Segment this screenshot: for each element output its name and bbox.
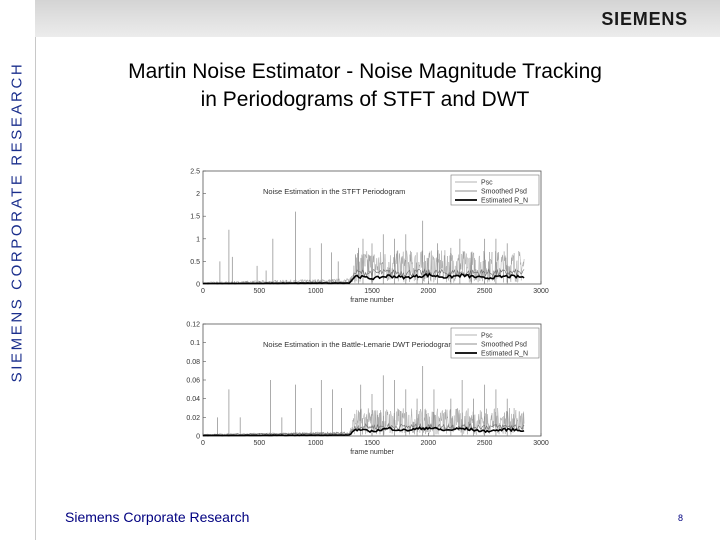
- x-tick-label: 500: [253, 440, 265, 447]
- x-tick-label: 500: [253, 288, 265, 295]
- x-tick-label: 0: [201, 288, 205, 295]
- y-tick-label: 2.5: [190, 169, 200, 176]
- slide-title: Martin Noise Estimator - Noise Magnitude…: [60, 58, 670, 114]
- x-tick-label: 1000: [308, 440, 324, 447]
- page-number: 8: [677, 513, 683, 523]
- chart-title: Noise Estimation in the STFT Periodogram: [263, 187, 405, 196]
- x-tick-label: 1500: [364, 440, 380, 447]
- x-tick-label: 2500: [477, 288, 493, 295]
- slide-title-line-1: Martin Noise Estimator - Noise Magnitude…: [128, 60, 602, 83]
- x-tick-label: 2000: [421, 288, 437, 295]
- siemens-logo: SIEMENS: [601, 9, 688, 29]
- sidebar-label: SIEMENS CORPORATE RESEARCH: [8, 61, 26, 383]
- x-tick-label: 2000: [421, 440, 437, 447]
- series-estimated-rn: [203, 272, 525, 285]
- y-tick-label: 1: [196, 236, 200, 243]
- y-tick-label: 1.5: [190, 214, 200, 221]
- y-tick-label: 0.02: [186, 415, 200, 422]
- legend-label: Estimated R_N: [481, 198, 528, 205]
- x-tick-label: 1000: [308, 288, 324, 295]
- legend-label: Psc: [481, 180, 493, 187]
- x-tick-label: 0: [201, 440, 205, 447]
- x-tick-label: 2500: [477, 440, 493, 447]
- x-tick-label: 3000: [533, 440, 549, 447]
- sidebar: SIEMENS CORPORATE RESEARCH: [0, 0, 36, 540]
- y-tick-label: 2: [196, 191, 200, 198]
- footer-text: Siemens Corporate Research: [65, 509, 250, 525]
- y-tick-label: 0: [196, 434, 200, 441]
- legend-label: Estimated R_N: [481, 351, 528, 358]
- header-bar: SIEMENS: [35, 0, 720, 37]
- y-tick-label: 0.12: [186, 322, 200, 329]
- chart-title: Noise Estimation in the Battle-Lemarie D…: [263, 340, 455, 349]
- x-tick-label: 1500: [364, 288, 380, 295]
- series-estimated-rn: [202, 426, 525, 437]
- y-tick-label: 0.1: [190, 340, 200, 347]
- x-axis-label: frame number: [350, 449, 394, 456]
- y-tick-label: 0.08: [186, 359, 200, 366]
- chart-stft: 0 0.5 1 1.5 2 2.5 0 500 1000 1500 2000 2500 3000 fram…: [190, 169, 549, 305]
- y-tick-label: 0: [196, 282, 200, 289]
- legend-label: Smoothed Psd: [481, 342, 527, 349]
- x-axis-label: frame number: [350, 297, 394, 304]
- chart-dwt: 0 0.02 0.04 0.06 0.08 0.1 0.12 0 500 1000 1500 2000…: [186, 322, 549, 457]
- legend-label: Smoothed Psd: [481, 189, 527, 196]
- legend-label: Psc: [481, 333, 493, 340]
- y-tick-label: 0.06: [186, 378, 200, 385]
- charts-area: 0 0.5 1 1.5 2 2.5 0 500 1000 1500 2000 2500 3000 fram…: [186, 169, 549, 457]
- y-tick-label: 0.04: [186, 396, 200, 403]
- y-tick-label: 0.5: [190, 259, 200, 266]
- slide-title-line-2: in Periodograms of STFT and DWT: [200, 88, 530, 111]
- legend-box: [450, 327, 540, 359]
- x-tick-label: 3000: [533, 288, 549, 295]
